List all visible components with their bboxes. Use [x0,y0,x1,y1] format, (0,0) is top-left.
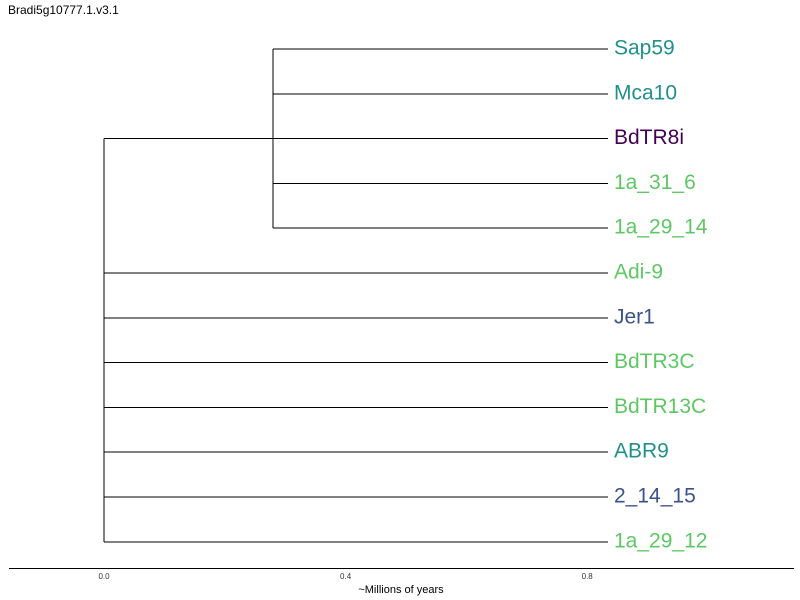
leaf-label: Mca10 [614,81,677,104]
leaf-label: Jer1 [614,305,655,328]
axis-tick-label: 0.8 [582,572,594,581]
leaf-label: BdTR3C [614,350,695,373]
figure-title: Bradi5g10777.1.v3.1 [8,3,119,17]
axis-tick-label: 0.4 [340,572,352,581]
leaf-label: BdTR8i [614,126,684,149]
leaf-label: 1a_31_6 [614,171,696,194]
leaf-label: 2_14_15 [614,485,696,508]
axis-ticks: 0.0 0.4 0.8 [98,572,593,581]
leaf-label: Adi-9 [614,261,663,284]
axis-tick-label: 0.0 [98,572,110,581]
axis-title: ~Millions of years [358,584,444,596]
leaf-label: Sap59 [614,37,675,60]
leaf-label: ABR9 [614,440,669,463]
leaf-label: 1a_29_14 [614,216,708,239]
leaf-label: BdTR13C [614,395,706,418]
leaf-label: 1a_29_12 [614,529,707,552]
leaf-labels: Sap59 Mca10 BdTR8i 1a_31_6 1a_29_14 Adi-9 Jer1… [614,37,708,553]
tree-branches [103,48,608,543]
time-axis: 0.0 0.4 0.8 ~Millions of years [9,568,794,596]
